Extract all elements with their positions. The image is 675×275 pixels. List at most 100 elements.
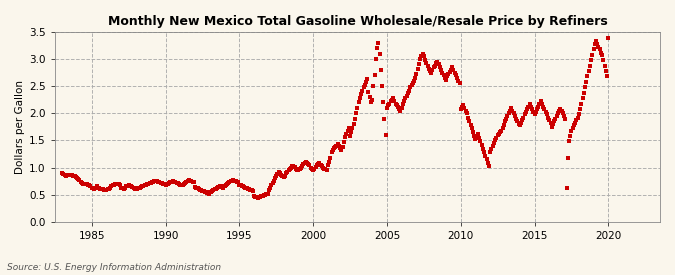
Point <box>317 164 327 169</box>
Point <box>414 62 425 67</box>
Point <box>100 188 111 192</box>
Point <box>528 110 539 114</box>
Point <box>196 188 207 192</box>
Point <box>157 181 167 185</box>
Point <box>309 166 320 171</box>
Point <box>180 180 190 185</box>
Point <box>151 179 162 183</box>
Point <box>545 121 556 125</box>
Point <box>395 108 406 113</box>
Point <box>171 180 182 185</box>
Point <box>405 85 416 89</box>
Point <box>359 82 370 87</box>
Point <box>441 78 452 82</box>
Point <box>406 83 417 87</box>
Point <box>284 166 295 171</box>
Point <box>456 104 467 109</box>
Point <box>323 163 333 167</box>
Point <box>381 106 392 110</box>
Point <box>296 164 307 168</box>
Point <box>603 36 614 41</box>
Point <box>126 184 136 189</box>
Point <box>221 182 232 186</box>
Point <box>234 183 245 187</box>
Point <box>275 171 286 175</box>
Point <box>288 164 299 168</box>
Point <box>465 123 476 127</box>
Point <box>326 150 337 155</box>
Point <box>169 179 180 184</box>
Point <box>389 99 400 104</box>
Point <box>560 117 570 121</box>
Point <box>259 193 269 197</box>
Point <box>109 183 119 187</box>
Point <box>399 99 410 104</box>
Point <box>88 186 99 190</box>
Point <box>471 134 482 138</box>
Point <box>550 117 561 121</box>
Point <box>335 146 346 150</box>
Point <box>595 50 606 55</box>
Point <box>414 57 425 61</box>
Point <box>444 70 455 74</box>
Point <box>106 184 117 189</box>
Point <box>443 72 454 76</box>
Point <box>537 101 547 106</box>
Point <box>385 99 396 104</box>
Point <box>439 76 450 80</box>
Point <box>567 126 578 131</box>
Point <box>292 167 302 172</box>
Point <box>423 67 434 71</box>
Title: Monthly New Mexico Total Gasoline Wholesale/Resale Price by Refiners: Monthly New Mexico Total Gasoline Wholes… <box>107 15 608 28</box>
Point <box>342 128 353 133</box>
Point <box>245 188 256 192</box>
Point <box>593 45 604 49</box>
Point <box>374 51 385 56</box>
Point <box>519 112 530 117</box>
Point <box>277 174 288 178</box>
Point <box>464 119 475 123</box>
Point <box>468 130 479 134</box>
Point <box>485 150 495 155</box>
Point <box>364 95 375 99</box>
Point <box>148 179 159 184</box>
Point <box>75 180 86 184</box>
Point <box>132 186 142 191</box>
Point <box>558 111 568 116</box>
Point <box>483 164 494 169</box>
Point <box>354 96 365 100</box>
Point <box>117 186 128 190</box>
Point <box>265 186 275 190</box>
Point <box>373 41 383 45</box>
Point <box>369 73 380 78</box>
Point <box>398 101 408 106</box>
Point <box>448 68 459 72</box>
Point <box>442 74 453 79</box>
Point <box>393 104 404 109</box>
Point <box>452 76 462 80</box>
Point <box>501 117 512 121</box>
Point <box>153 179 163 184</box>
Point <box>191 185 202 190</box>
Point <box>493 132 504 136</box>
Point <box>358 85 369 89</box>
Point <box>248 194 259 199</box>
Point <box>227 178 238 183</box>
Point <box>544 118 555 122</box>
Point <box>504 108 515 113</box>
Point <box>325 156 335 160</box>
Point <box>269 178 279 183</box>
Point <box>402 90 413 95</box>
Point <box>571 118 582 122</box>
Point <box>82 183 93 187</box>
Point <box>137 184 148 189</box>
Point <box>487 144 498 148</box>
Point <box>459 106 470 110</box>
Point <box>489 141 500 145</box>
Point <box>238 184 248 189</box>
Point <box>271 174 281 178</box>
Point <box>61 174 72 178</box>
Point <box>538 104 549 109</box>
Point <box>344 126 354 131</box>
Point <box>466 126 477 131</box>
